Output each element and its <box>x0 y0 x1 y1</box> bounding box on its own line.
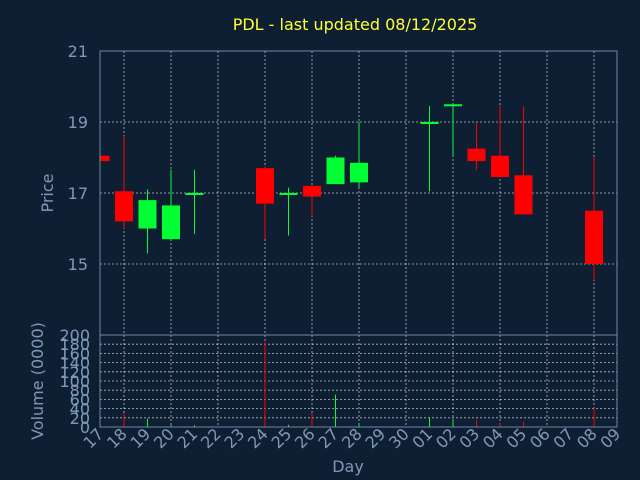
candle-body <box>100 155 110 162</box>
candle-body <box>491 155 509 178</box>
candle <box>326 155 345 185</box>
volume-tick-label: 100 <box>59 372 90 391</box>
volume-bars <box>100 341 595 427</box>
chart-title: PDL - last updated 08/12/2025 <box>233 15 478 34</box>
volume-tick-label: 0 <box>80 418 90 437</box>
volume-tick-label: 120 <box>59 363 90 382</box>
volume-tick-label: 80 <box>70 381 90 400</box>
volume-tick-label: 180 <box>59 335 90 354</box>
candle-body <box>350 162 368 183</box>
candle <box>162 169 180 240</box>
volume-axis-label: Volume (0000) <box>28 322 47 440</box>
volume-plot-frame <box>99 334 618 428</box>
candle <box>256 166 274 240</box>
candle-body <box>585 210 603 264</box>
candle <box>100 155 110 162</box>
price-axis-label: Price <box>38 173 57 212</box>
candle <box>420 106 439 192</box>
candle <box>303 185 321 217</box>
price-gridlines <box>100 51 617 335</box>
candle-body <box>162 205 180 240</box>
candle-body <box>115 191 133 222</box>
candle-body <box>467 148 486 162</box>
volume-tick-label: 20 <box>70 409 90 428</box>
price-tick-label: 15 <box>68 255 88 274</box>
candle-body <box>444 104 462 107</box>
day-tick-label: 09 <box>596 424 624 452</box>
candle <box>138 189 157 254</box>
candle <box>467 122 486 170</box>
candle <box>115 136 133 229</box>
price-tick-label: 21 <box>68 42 88 61</box>
candle-body <box>420 122 439 124</box>
price-tick-label: 17 <box>68 184 88 203</box>
x-axis-label: Day <box>332 457 364 476</box>
price-tick-labels: 15 17 19 21 <box>68 42 88 274</box>
candle <box>279 187 298 236</box>
candle <box>444 104 462 156</box>
price-candles <box>100 104 603 280</box>
volume-tick-label: 200 <box>59 326 90 345</box>
candle <box>585 157 603 280</box>
candle <box>350 122 368 188</box>
day-tick-labels: 1718192021222324252627282930010203040506… <box>79 424 624 452</box>
candle-body <box>279 193 298 195</box>
candle <box>491 106 509 178</box>
candle-body <box>185 193 204 195</box>
volume-tick-label: 160 <box>59 344 90 363</box>
candle-body <box>256 168 274 204</box>
volume-gridlines <box>100 335 617 427</box>
candle-body <box>514 175 533 215</box>
candle-body <box>138 200 157 229</box>
volume-tick-label: 40 <box>70 400 90 419</box>
volume-tick-label: 60 <box>70 390 90 409</box>
candle-body <box>326 157 345 185</box>
price-tick-label: 19 <box>68 113 88 132</box>
candle <box>185 169 204 234</box>
volume-tick-label: 140 <box>59 354 90 373</box>
candle <box>514 106 533 215</box>
candle-body <box>303 185 321 197</box>
